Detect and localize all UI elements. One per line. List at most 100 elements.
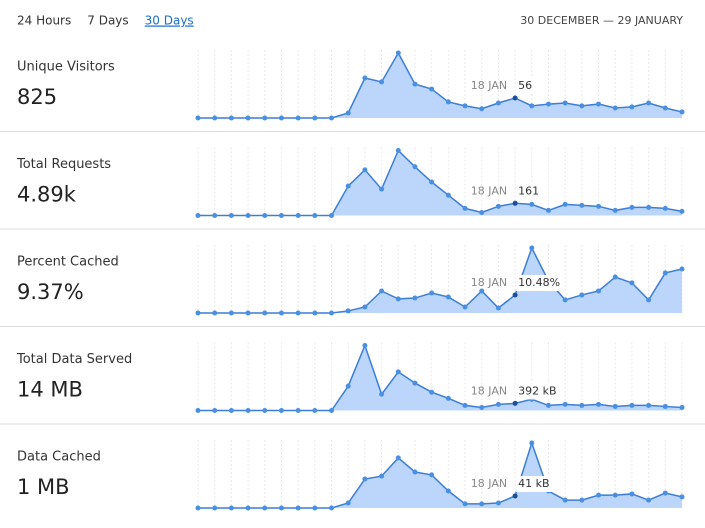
point	[362, 476, 368, 482]
tooltip-bg	[516, 78, 535, 94]
metric-panel: Unique Visitors 825 18 JAN 56	[17, 50, 685, 121]
point	[629, 280, 635, 286]
metric-panel: Data Cached 1 MB 18 JAN 41 kB	[0, 423, 705, 511]
point	[429, 290, 435, 296]
point	[479, 404, 485, 410]
point	[629, 104, 635, 110]
point	[646, 204, 652, 210]
point	[245, 310, 251, 316]
point	[362, 343, 368, 348]
point	[412, 164, 418, 170]
point	[379, 391, 385, 397]
point	[646, 497, 652, 503]
point	[262, 310, 268, 316]
metric-title: Total Requests	[16, 157, 111, 172]
point	[395, 296, 401, 302]
point	[495, 500, 501, 506]
point	[679, 109, 685, 115]
area	[198, 53, 682, 118]
point	[429, 389, 435, 395]
point	[646, 297, 652, 303]
point	[529, 245, 535, 251]
highlight-point	[512, 493, 518, 499]
line	[198, 440, 683, 509]
point	[562, 100, 568, 106]
point	[278, 213, 284, 218]
point	[212, 115, 218, 121]
tooltip-bg	[516, 383, 559, 400]
point	[495, 100, 501, 106]
point	[545, 207, 551, 213]
point	[662, 205, 668, 211]
point	[345, 383, 351, 389]
point	[495, 203, 501, 209]
tooltip-date: 18 JAN	[471, 477, 507, 490]
point	[429, 472, 435, 478]
point	[495, 305, 501, 311]
point	[462, 205, 468, 211]
point	[679, 208, 685, 214]
metric-total: 9.37%	[17, 280, 84, 304]
date-range: 30 DECEMBER — 29 JANUARY	[520, 14, 683, 27]
point	[278, 115, 284, 121]
point	[329, 115, 335, 121]
point	[329, 408, 335, 413]
point	[596, 401, 602, 407]
point	[379, 288, 385, 294]
point	[579, 497, 585, 503]
point	[245, 213, 251, 218]
point	[329, 505, 335, 511]
metric-total: 1 MB	[17, 475, 70, 499]
point	[479, 288, 485, 294]
point	[245, 115, 251, 121]
point	[329, 310, 335, 316]
metric-title: Data Cached	[17, 450, 101, 465]
metric-panel: Total Data Served 14 MB 18 JAN 392 kB	[0, 326, 705, 413]
point	[278, 505, 284, 511]
point	[195, 115, 201, 121]
time-range-tab[interactable]: 7 Days	[87, 14, 128, 28]
point	[462, 304, 468, 310]
point	[529, 201, 535, 207]
point	[345, 183, 351, 189]
point	[545, 101, 551, 107]
point	[445, 488, 451, 494]
point	[612, 403, 618, 409]
tooltip-date: 18 JAN	[471, 184, 507, 197]
time-range-tab[interactable]: 30 Days	[145, 14, 194, 28]
point	[312, 505, 318, 511]
point	[379, 79, 385, 85]
point	[212, 505, 218, 511]
highlight-point	[512, 200, 518, 206]
point	[278, 310, 284, 316]
point	[312, 310, 318, 316]
point	[195, 408, 201, 413]
point	[195, 505, 201, 511]
point	[629, 204, 635, 210]
tooltip-date: 18 JAN	[471, 79, 507, 92]
point	[262, 213, 268, 218]
point	[579, 402, 585, 408]
point	[395, 369, 401, 375]
point	[679, 494, 685, 500]
point	[579, 202, 585, 208]
point	[312, 213, 318, 218]
point	[195, 310, 201, 316]
point	[679, 404, 685, 410]
area	[198, 248, 682, 313]
tooltip-bg	[516, 274, 563, 291]
point	[629, 491, 635, 497]
point	[212, 310, 218, 316]
point	[228, 213, 234, 218]
point	[479, 106, 485, 112]
time-range-tab[interactable]: 24 Hours	[17, 14, 71, 28]
point	[445, 395, 451, 401]
point	[479, 501, 485, 507]
point	[612, 207, 618, 213]
point	[312, 115, 318, 121]
tooltip-value: 41 kB	[518, 477, 549, 490]
point	[228, 408, 234, 413]
point	[245, 505, 251, 511]
tooltip-value: 10.48%	[518, 276, 560, 289]
point	[662, 105, 668, 111]
